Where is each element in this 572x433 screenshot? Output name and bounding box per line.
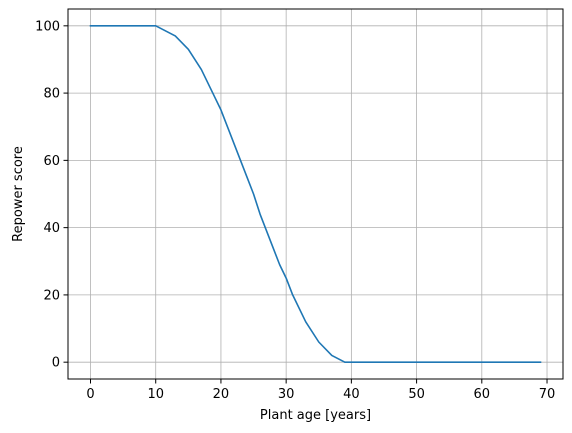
- y-tick-label: 0: [52, 356, 60, 371]
- y-tick-label: 100: [35, 19, 60, 34]
- y-axis-label: Repower score: [11, 146, 26, 242]
- grid: [68, 9, 563, 379]
- series-line: [89, 25, 542, 363]
- y-tick-label: 20: [43, 288, 60, 303]
- y-tick-label: 60: [43, 154, 60, 169]
- x-tick-label: 20: [213, 387, 230, 402]
- x-tick-label: 0: [86, 387, 94, 402]
- plot-frame: [67, 8, 564, 380]
- series-layer: [89, 25, 542, 363]
- x-tick-label: 10: [147, 387, 164, 402]
- x-tick-label: 40: [343, 387, 360, 402]
- y-tick-label: 80: [43, 87, 60, 102]
- ticks: 0 10 20 30 40 50 60 70 0 20 40 60 80 100: [35, 19, 555, 402]
- y-tick-label: 40: [43, 221, 60, 236]
- x-tick-label: 50: [408, 387, 425, 402]
- x-tick-label: 60: [474, 387, 491, 402]
- x-axis-label: Plant age [years]: [260, 408, 371, 423]
- x-tick-label: 70: [539, 387, 556, 402]
- x-tick-label: 30: [278, 387, 295, 402]
